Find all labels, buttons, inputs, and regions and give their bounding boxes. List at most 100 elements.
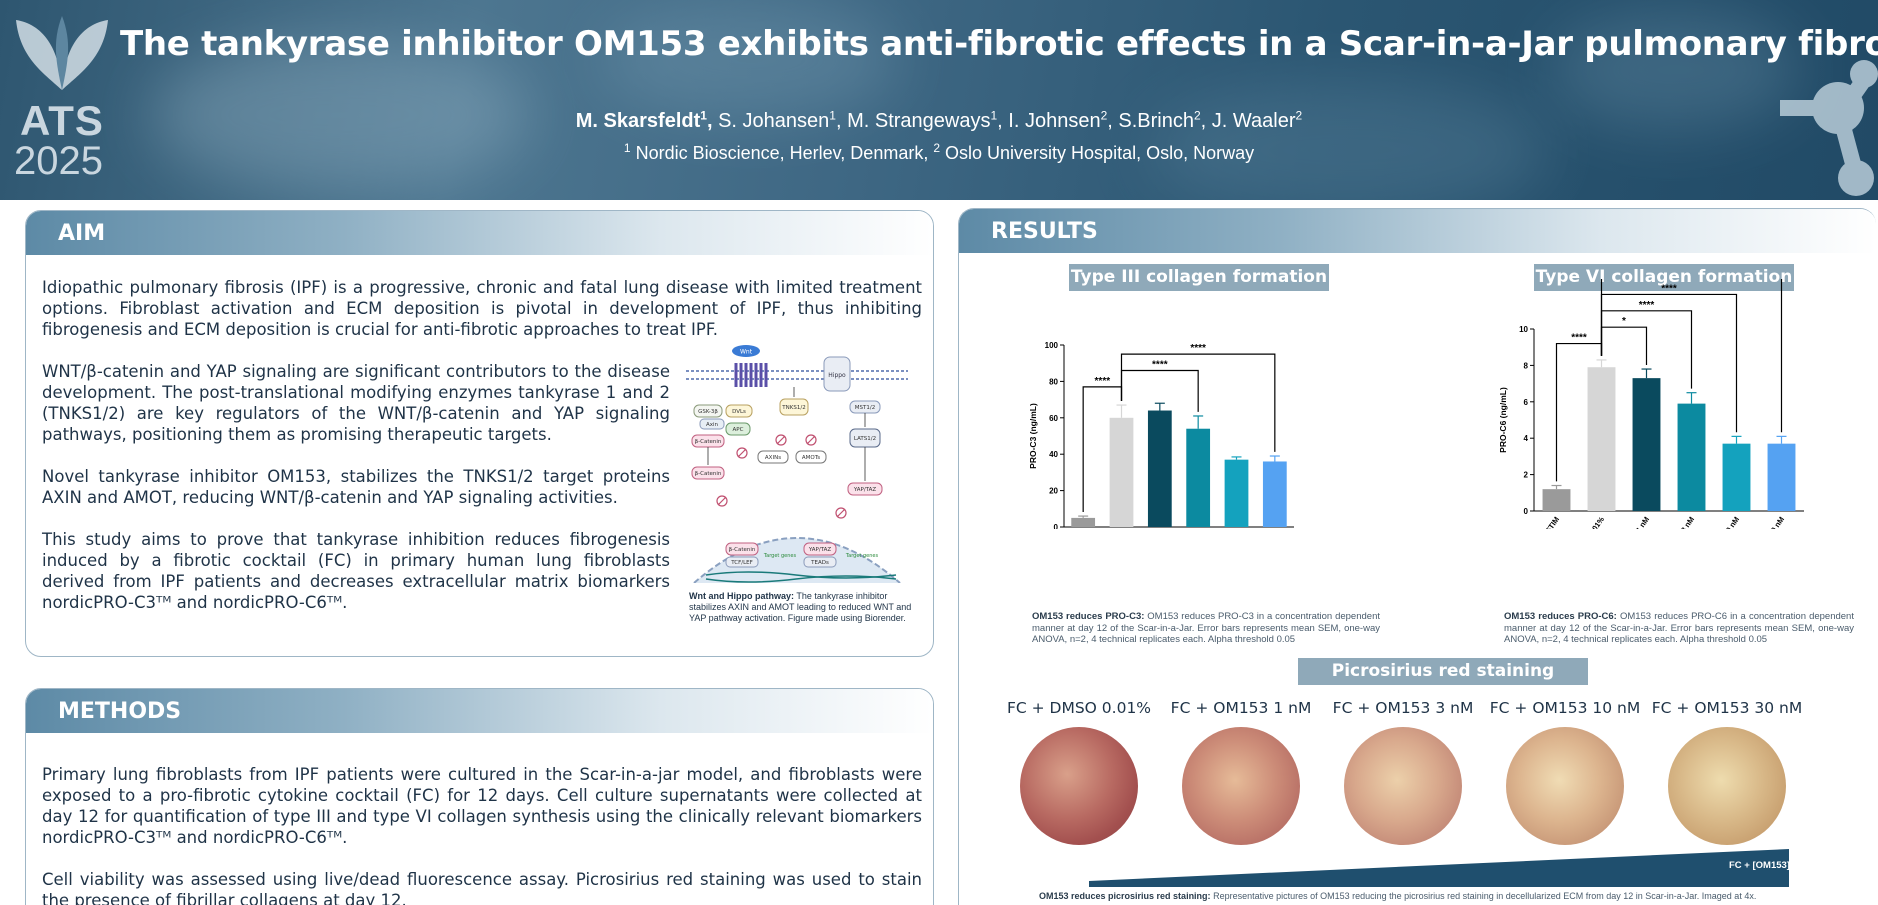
author-separator: , <box>1200 110 1212 132</box>
pro-c6-ng-ml--y-tick-label: 8 <box>1524 361 1529 370</box>
wnt-ligand <box>732 345 760 357</box>
chart-caption-pro-c6: OM153 reduces PRO-C6: OM153 reduces PRO-… <box>1504 611 1854 646</box>
target-genes-label-2: Target genes <box>845 553 879 559</box>
beta-catenin-label-1: β-Catenin <box>695 439 722 445</box>
pro-c6-ng-ml--x-tick-label: FC + OM153 3 nM <box>1653 515 1696 529</box>
pro-c6-ng-ml--y-tick-label: 6 <box>1524 398 1529 407</box>
beta-catenin-label-3: β-Catenin <box>729 547 756 553</box>
pro-c6-ng-ml--significance-label: **** <box>1571 333 1587 344</box>
pro-c6-ng-ml--x-tick-label: FC + OM153 30 nM <box>1741 515 1787 529</box>
chart-pro-c6: 0 2 4 6 8 10 PRO-C6 (ng/mL) NO STIMFC+DMSO 0.01… <box>1498 279 1804 529</box>
yap-taz-label-1: YAP/TAZ <box>853 487 877 493</box>
author-name: M. Skarsfeldt <box>575 110 701 132</box>
results-panel: RESULTS Type III collagen formation 0 20 4… <box>958 208 1876 905</box>
pro-c3-ng-ml--bar <box>1071 517 1096 527</box>
ats-logo-year: 2025 <box>14 139 103 183</box>
author-affiliation-number: 1 <box>700 108 707 123</box>
wnt-label: Wnt <box>740 349 753 356</box>
pic-label-10nm: FC + OM153 10 nM <box>1489 699 1641 717</box>
pro-c6-ng-ml--y-tick-label: 0 <box>1524 507 1529 516</box>
pro-c3-ng-ml--significance-label: **** <box>1152 359 1168 370</box>
author-list: M. Skarsfeldt1, S. Johansen1, M. Strange… <box>0 108 1878 133</box>
author-separator: , <box>997 110 1009 132</box>
author-affiliation-number: 1 <box>990 108 998 123</box>
pro-c6-ng-ml--bar <box>1632 378 1661 511</box>
methods-paragraph-1: Primary lung fibroblasts from IPF patien… <box>42 765 922 847</box>
pathway-caption: Wnt and Hippo pathway: The tankyrase inh… <box>689 591 921 624</box>
picrosirius-image-30nm <box>1668 727 1786 845</box>
pro-c6-ng-ml--x-tick-label: FC + OM153 10 nM <box>1696 515 1742 529</box>
aim-heading: AIM <box>58 221 106 246</box>
author-name: M. Strangeways <box>847 110 991 132</box>
pro-c3-ng-ml--y-tick-label: 40 <box>1049 450 1058 459</box>
pro-c6-ng-ml--bar <box>1542 489 1571 511</box>
target-genes-label-1: Target genes <box>763 553 797 559</box>
pathway-caption-text: The tankyrase inhibitor stabilizes AXIN … <box>689 591 912 623</box>
author-name: J. Waaler <box>1211 110 1296 132</box>
chart-caption-pro-c3: OM153 reduces PRO-C3: OM153 reduces PRO-… <box>1032 611 1380 646</box>
frizzled-receptor <box>734 363 768 387</box>
author-name: S. Johansen <box>718 110 830 132</box>
picrosirius-image-10nm <box>1506 727 1624 845</box>
ats-logo-text: ATS <box>20 97 104 144</box>
author-name: S.Brinch <box>1118 110 1194 132</box>
affiliation-number: 1 <box>623 141 631 155</box>
picrosirius-image-3nm <box>1344 727 1462 845</box>
affiliation-text: Nordic Bioscience, Herlev, Denmark, <box>630 143 934 163</box>
chart-caption-pro-c3-text: OM153 reduces PRO-C3 in a concentration … <box>1032 611 1380 645</box>
beta-catenin-label-2: β-Catenin <box>695 471 722 477</box>
pic-label-dmso: FC + DMSO 0.01% <box>1006 699 1152 717</box>
pro-c3-ng-ml--significance-label: **** <box>1095 376 1111 387</box>
author-affiliation-number: 2 <box>1100 108 1108 123</box>
dvl-label: DVLs <box>732 409 746 415</box>
hippo-receptor <box>823 356 851 392</box>
pro-c6-ng-ml--significance-label: **** <box>1639 300 1655 311</box>
author-affiliation-number: 2 <box>1295 108 1303 123</box>
picrosirius-title: Picrosirius red staining <box>1298 658 1588 685</box>
gsk-label: GSK-3β <box>698 409 718 415</box>
pro-c6-ng-ml--y-axis-label: PRO-C6 (ng/mL) <box>1498 387 1508 453</box>
pro-c6-ng-ml--significance-bracket <box>1600 293 1738 433</box>
pro-c6-ng-ml--bar <box>1587 367 1616 511</box>
pro-c3-ng-ml--y-axis-label: PRO-C3 (ng/mL) <box>1028 403 1038 469</box>
aim-paragraph-3: Novel tankyrase inhibitor OM153, stabili… <box>42 467 670 507</box>
author-separator: , <box>706 110 719 132</box>
results-header: RESULTS <box>959 209 1876 253</box>
pro-c6-ng-ml--x-tick-label: FC + OM153 1 nM <box>1608 515 1651 529</box>
pro-c3-ng-ml--y-tick-label: 60 <box>1049 414 1058 423</box>
chart-caption-pro-c3-title: OM153 reduces PRO-C3: <box>1032 611 1145 622</box>
pro-c3-ng-ml--bar <box>1224 459 1249 527</box>
pro-c6-ng-ml--x-tick-label: NO STIM <box>1536 515 1561 529</box>
pro-c6-ng-ml--y-tick-label: 10 <box>1519 325 1528 334</box>
cell-membrane <box>686 370 908 380</box>
methods-heading: METHODS <box>58 699 182 724</box>
lats-label: LATS1/2 <box>854 436 876 442</box>
poster-header: ATS 2025 The tankyrase inhibitor OM153 e… <box>0 0 1878 200</box>
aim-paragraph-4: This study aims to prove that tankyrase … <box>42 530 670 612</box>
pic-label-3nm: FC + OM153 3 nM <box>1332 699 1474 717</box>
affiliation-number: 2 <box>933 141 941 155</box>
affiliation-text: Oslo University Hospital, Oslo, Norway <box>940 143 1255 163</box>
tnks-label: TNKS1/2 <box>781 405 805 411</box>
picrosirius-caption-text: Representative pictures of OM153 reducin… <box>1210 891 1757 901</box>
author-separator: , <box>1107 110 1119 132</box>
pro-c6-ng-ml--significance-bracket <box>1600 326 1648 365</box>
picrosirius-image-dmso <box>1020 727 1138 845</box>
ats-leaf-icon <box>16 16 108 90</box>
pro-c3-ng-ml--significance-bracket <box>1120 353 1276 452</box>
pro-c6-ng-ml--x-tick-label: FC+DMSO 0.01% <box>1564 515 1606 529</box>
author-name: I. Johnsen <box>1008 110 1101 132</box>
mst-label: MST1/2 <box>855 405 875 411</box>
amots-label: AMOTs <box>802 455 820 461</box>
pro-c3-ng-ml--bar <box>1109 417 1134 527</box>
pro-c3-ng-ml--bar <box>1147 410 1172 527</box>
pic-label-30nm: FC + OM153 30 nM <box>1651 699 1803 717</box>
pro-c3-ng-ml--bar <box>1262 461 1287 527</box>
pro-c6-ng-ml--y-tick-label: 4 <box>1524 434 1529 443</box>
aim-intro: Idiopathic pulmonary fibrosis (IPF) is a… <box>42 277 922 361</box>
teads-label: TEADs <box>810 560 829 566</box>
picrosirius-caption-title: OM153 reduces picrosirius red staining: <box>1039 891 1211 901</box>
pro-c3-ng-ml--y-tick-label: 20 <box>1049 487 1058 496</box>
pro-c6-ng-ml--bar <box>1767 443 1796 511</box>
